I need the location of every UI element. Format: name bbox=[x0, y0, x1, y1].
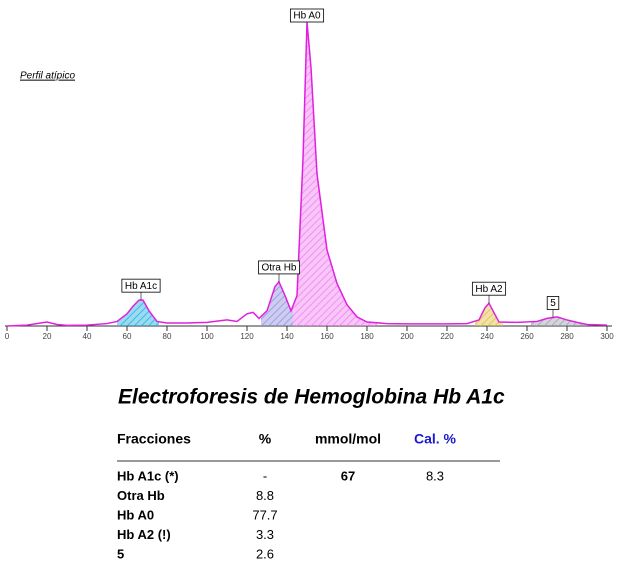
peak-label: Hb A2 bbox=[475, 284, 503, 295]
x-tick-label: 280 bbox=[560, 332, 574, 341]
x-tick-label: 100 bbox=[200, 332, 214, 341]
peak-label-box bbox=[289, 8, 325, 23]
x-tick-label: 240 bbox=[480, 332, 494, 341]
peak-label: Hb A0 bbox=[293, 11, 321, 22]
table-cell: 67 bbox=[341, 468, 355, 483]
x-tick-label: 120 bbox=[240, 332, 254, 341]
table-cell: 3.3 bbox=[256, 527, 274, 542]
peak-label: 5 bbox=[550, 298, 556, 309]
x-tick-label: 180 bbox=[360, 332, 374, 341]
table-cell: 8.3 bbox=[426, 468, 444, 483]
table-header: Fracciones bbox=[117, 431, 191, 447]
x-tick-label: 160 bbox=[320, 332, 334, 341]
table-cell: Otra Hb bbox=[117, 488, 165, 503]
x-tick-label: 0 bbox=[5, 332, 10, 341]
x-tick-label: 220 bbox=[440, 332, 454, 341]
peak-area bbox=[261, 281, 293, 326]
table-cell: - bbox=[263, 468, 267, 483]
peak-area bbox=[475, 303, 503, 326]
annotation: Perfil atípico bbox=[20, 71, 75, 82]
x-tick-label: 260 bbox=[520, 332, 534, 341]
table-cell: Hb A1c (*) bbox=[117, 468, 179, 483]
table-header: mmol/mol bbox=[315, 431, 381, 447]
x-tick-label: 60 bbox=[123, 332, 132, 341]
table-cell: Hb A2 (!) bbox=[117, 527, 171, 542]
x-tick-label: 140 bbox=[280, 332, 294, 341]
peak-label: Otra Hb bbox=[261, 263, 296, 274]
peak-area bbox=[293, 22, 377, 326]
table-cell: 5 bbox=[117, 546, 124, 561]
table-cell: 8.8 bbox=[256, 488, 274, 503]
table-title: Electroforesis de Hemoglobina Hb A1c bbox=[118, 386, 505, 409]
x-tick-label: 80 bbox=[163, 332, 172, 341]
peak-label: Hb A1c bbox=[125, 281, 157, 292]
x-tick-label: 300 bbox=[600, 332, 614, 341]
table-header: % bbox=[259, 431, 272, 447]
x-tick-label: 200 bbox=[400, 332, 414, 341]
x-tick-label: 40 bbox=[83, 332, 92, 341]
peak-area bbox=[117, 300, 159, 326]
table-cell: 77.7 bbox=[252, 507, 277, 522]
table-header: Cal. % bbox=[414, 431, 457, 447]
trace bbox=[6, 21, 608, 327]
table-cell: Hb A0 bbox=[117, 507, 154, 522]
table-cell: 2.6 bbox=[256, 546, 274, 561]
x-tick-label: 20 bbox=[43, 332, 52, 341]
